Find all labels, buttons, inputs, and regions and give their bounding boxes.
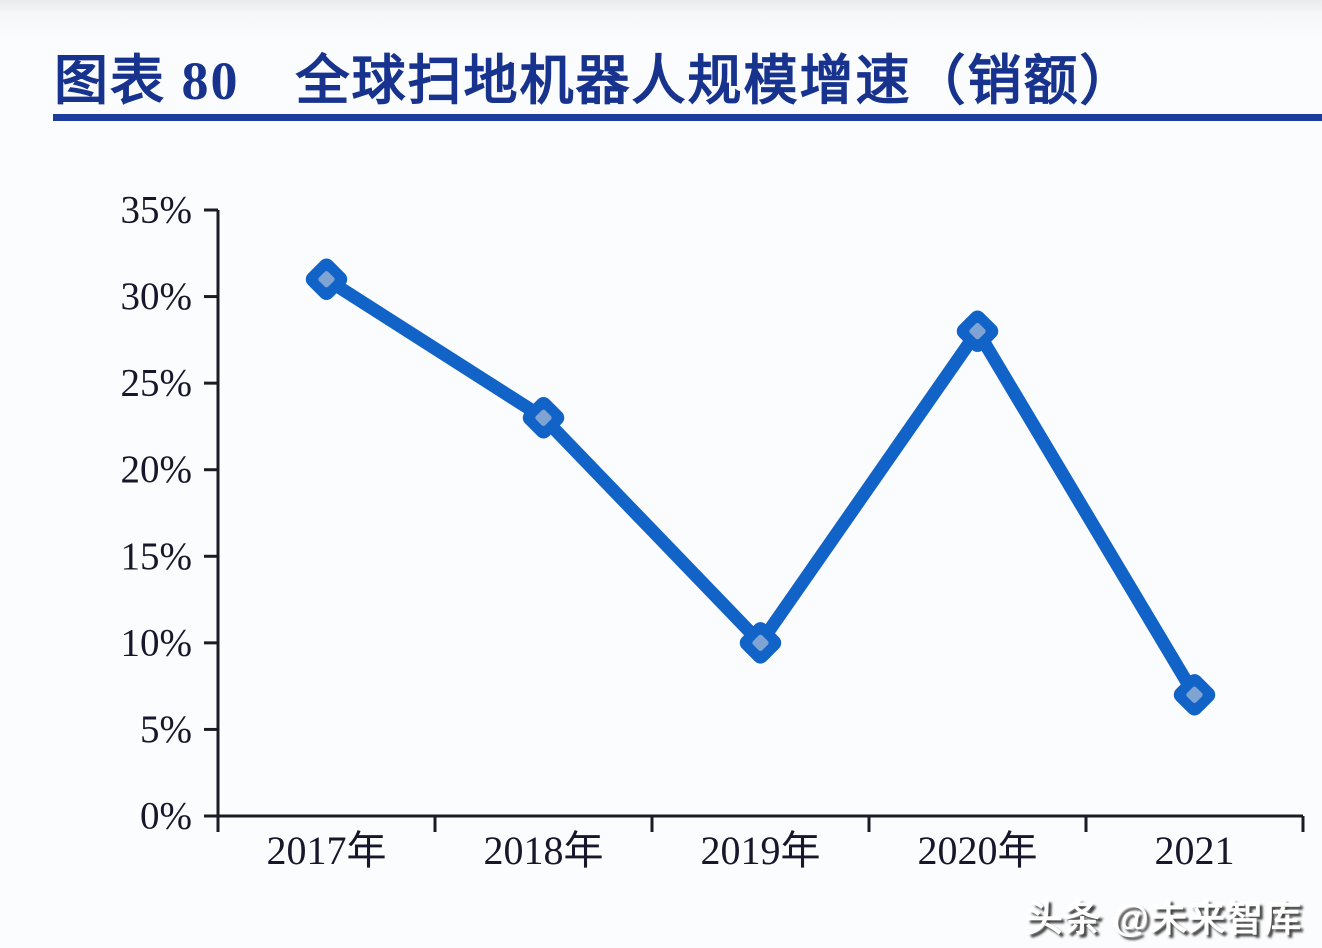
- x-tick-label: 2018年: [484, 828, 604, 873]
- y-tick-label: 5%: [140, 708, 192, 751]
- data-point-2017: [305, 258, 348, 300]
- x-tick-label: 2021: [1155, 828, 1235, 873]
- chart-title: 图表 80 全球扫地机器人规模增速（销额）: [54, 51, 1136, 111]
- data-point-2019: [739, 622, 782, 664]
- y-tick-label: 0%: [140, 795, 192, 838]
- x-tick-label: 2017年: [267, 828, 387, 873]
- y-tick-label: 35%: [121, 189, 193, 232]
- y-tick-label: 20%: [121, 448, 193, 491]
- x-tick-label: 2020年: [918, 828, 1038, 873]
- y-tick-label: 25%: [121, 362, 193, 405]
- x-tick-label: 2019年: [701, 828, 821, 873]
- watermark-toutiao: 头条 @未来智库: [1025, 898, 1302, 939]
- title-underline: [53, 114, 1322, 121]
- marker-inner-diamond: [1186, 686, 1203, 703]
- y-tick-label: 15%: [121, 535, 193, 578]
- data-point-2018: [522, 397, 565, 439]
- marker-inner-diamond: [752, 634, 769, 652]
- y-tick-label: 30%: [121, 275, 193, 318]
- marker-inner-diamond: [535, 409, 552, 426]
- data-point-2020: [956, 310, 999, 352]
- marker-inner-diamond: [969, 323, 986, 340]
- data-point-2021: [1173, 674, 1216, 716]
- marker-inner-diamond: [318, 271, 335, 288]
- y-tick-label: 10%: [121, 621, 193, 664]
